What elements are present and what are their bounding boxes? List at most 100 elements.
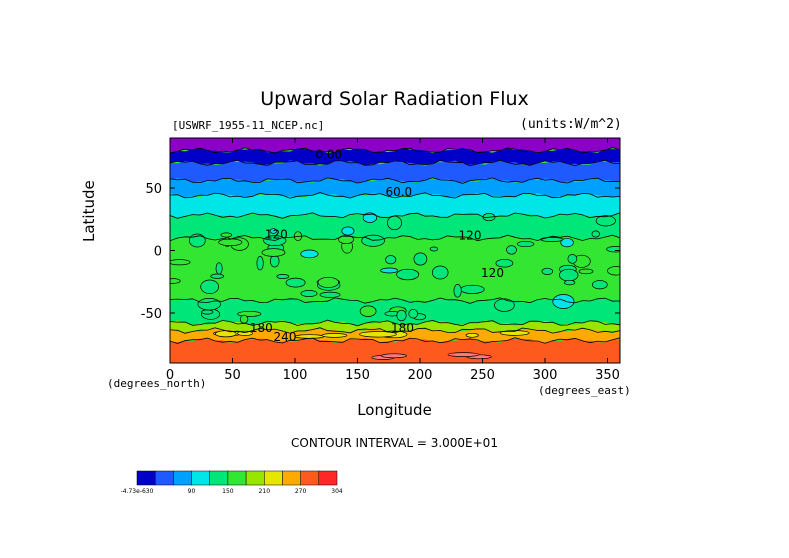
contour-blob (591, 280, 608, 290)
contour-blob (317, 276, 339, 288)
x-axis-label: Longitude (357, 401, 432, 419)
axes: 0 50 100 150 200 250 300 350 50 0 -50 (141, 137, 621, 383)
colorbar-swatch (245, 470, 265, 486)
contour-blob (541, 267, 554, 275)
contour-line (170, 319, 620, 327)
contour-blob (294, 334, 325, 339)
contour-blob (408, 308, 418, 319)
colorbar-swatch (282, 470, 301, 486)
contour-blob (321, 333, 348, 338)
contour-blob (465, 332, 479, 338)
contour-blob (170, 278, 181, 284)
contour-blob (453, 284, 462, 298)
contour-blob (256, 256, 264, 271)
latitude-band (170, 192, 620, 219)
y-tick-label: 50 (145, 182, 162, 197)
contour-blob (564, 279, 576, 286)
colorbar-label: 270 (295, 488, 307, 495)
contour-blob (567, 254, 578, 264)
chart-title: Upward Solar Radiation Flux (260, 88, 529, 110)
contour-blob (595, 215, 616, 227)
contour-blob (396, 268, 420, 281)
contour-blob (540, 237, 564, 242)
contour-blob (237, 310, 262, 317)
colorbar-label: 90 (188, 488, 196, 495)
contour-blob (300, 290, 318, 297)
plot-area (170, 138, 620, 363)
contour-blob (380, 353, 407, 359)
contour-line (170, 177, 620, 184)
contour-blob (269, 254, 280, 268)
colorbar-swatch (136, 470, 156, 486)
contour-blob (359, 331, 397, 338)
x-tick-label: 350 (595, 368, 620, 383)
contour-blob (338, 234, 354, 245)
contour-label: 120 (459, 229, 482, 243)
dataset-name: [USWRF_1955-11_NCEP.nc] (172, 119, 325, 132)
contour-line (170, 234, 620, 242)
x-axis-unit: (degrees_north) (107, 377, 207, 390)
colorbar: -4.73e-630 90 150 210 270 304 (121, 470, 343, 495)
contour-blob (606, 246, 620, 253)
contour-blob (201, 309, 214, 315)
colorbar-swatch (209, 470, 229, 486)
contour-blob (387, 215, 402, 231)
contour-label: 60.0 (385, 185, 412, 199)
contour-blob (380, 267, 399, 274)
latitude-band (170, 320, 620, 334)
y-tick-label: 0 (154, 245, 162, 260)
contour-blob (429, 246, 439, 252)
x-tick-label: 300 (533, 368, 558, 383)
contour-line (170, 192, 620, 199)
contour-blob (431, 265, 449, 280)
contour-blob (559, 268, 579, 282)
contour-blob (285, 277, 306, 288)
contour-blob (215, 262, 223, 275)
contour-blob (269, 228, 278, 234)
contour-blob (239, 314, 249, 324)
contour-line (170, 297, 620, 304)
contour-interval-note: CONTOUR INTERVAL = 3.000E+01 (291, 436, 498, 450)
contour-blob (591, 230, 600, 238)
contour-blob (494, 298, 515, 312)
contour-blob (413, 252, 428, 266)
colorbar-label: -4.73e-630 (121, 488, 154, 495)
units-label: (units:W/m^2) (520, 117, 622, 132)
contour-blob (359, 305, 377, 317)
contour-line (170, 337, 620, 344)
contour-blob (218, 238, 243, 247)
contour-blob (516, 240, 535, 248)
contour-label: 240 (274, 330, 297, 344)
contour-blob (385, 255, 397, 265)
x-tick-label: 0 (166, 368, 174, 383)
colorbar-swatch (264, 470, 283, 486)
colorbar-swatch (227, 470, 247, 486)
colorbar-label: 304 (331, 488, 343, 495)
contour-line (170, 212, 620, 219)
contour-blob (261, 248, 286, 257)
contour-blob (300, 249, 319, 259)
colorbar-swatch (191, 470, 210, 486)
contour-line (170, 147, 620, 154)
contour-blob (200, 279, 220, 294)
contour-lines (170, 147, 620, 344)
contour-blob (560, 237, 574, 248)
latitude-band (170, 160, 620, 184)
y-axis-unit: (degrees_east) (538, 384, 631, 397)
contour-blob (361, 234, 385, 247)
contour-blob (319, 291, 341, 298)
x-tick-label: 50 (224, 368, 241, 383)
contour-line (170, 159, 620, 167)
contour-blob (460, 284, 485, 294)
colorbar-label: 150 (222, 488, 234, 495)
colorbar-swatch (300, 470, 320, 486)
contour-label: 0.00 (315, 147, 342, 161)
contour-blob (552, 294, 575, 309)
contour-blob (197, 298, 221, 311)
contour-blob (447, 352, 480, 357)
latitude-band (170, 147, 620, 166)
contour-blob (607, 266, 620, 276)
contour-label: 120 (481, 266, 504, 280)
colorbar-swatch (154, 470, 174, 486)
